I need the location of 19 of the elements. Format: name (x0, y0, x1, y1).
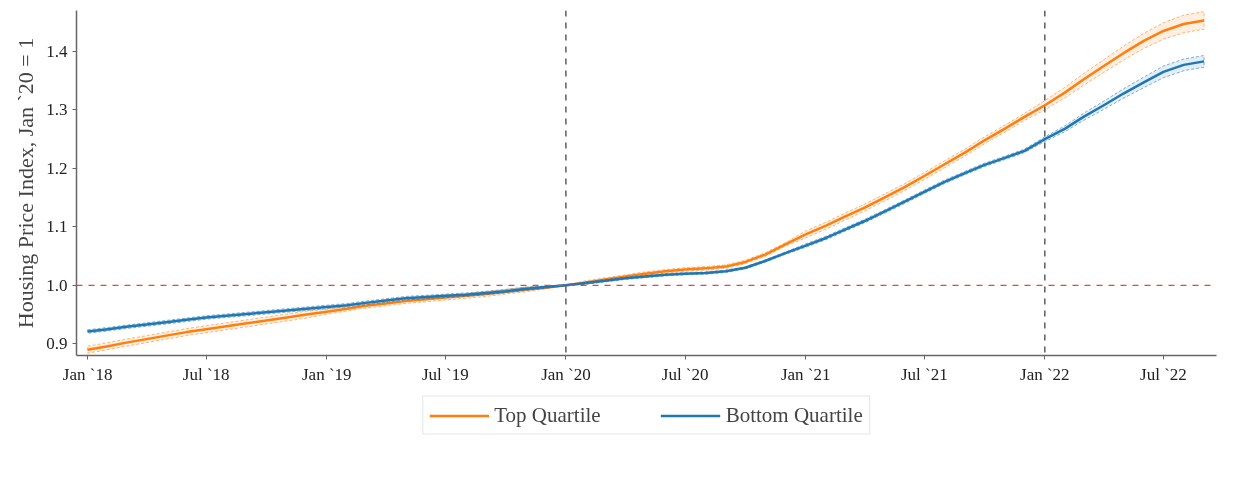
x-tick-label: Jul `21 (900, 364, 948, 384)
x-tick-label: Jan `22 (1020, 364, 1070, 384)
x-tick-label: Jan `18 (62, 364, 113, 384)
y-tick-label: 0.9 (46, 334, 68, 354)
x-tick-label: Jan `19 (301, 364, 352, 384)
x-tick-label: Jul `19 (421, 364, 469, 384)
x-tick-label: Jul `22 (1140, 364, 1187, 384)
y-tick-label: 1.1 (46, 217, 68, 237)
x-tick-label: Jan `21 (780, 364, 831, 384)
y-tick-label: 1.4 (46, 41, 68, 61)
y-axis-title: Housing Price Index, Jan `20 = 1 (13, 37, 39, 329)
y-tick-label: 1.3 (46, 100, 68, 120)
x-tick-label: Jul `20 (661, 364, 709, 384)
x-tick-label: Jan `20 (541, 364, 591, 384)
y-tick-label: 1.2 (46, 158, 68, 178)
legend-label: Bottom Quartile (725, 402, 863, 428)
x-tick-label: Jul `18 (182, 364, 230, 384)
y-tick-label: 1.0 (46, 275, 68, 295)
legend-label: Top Quartile (494, 402, 601, 428)
